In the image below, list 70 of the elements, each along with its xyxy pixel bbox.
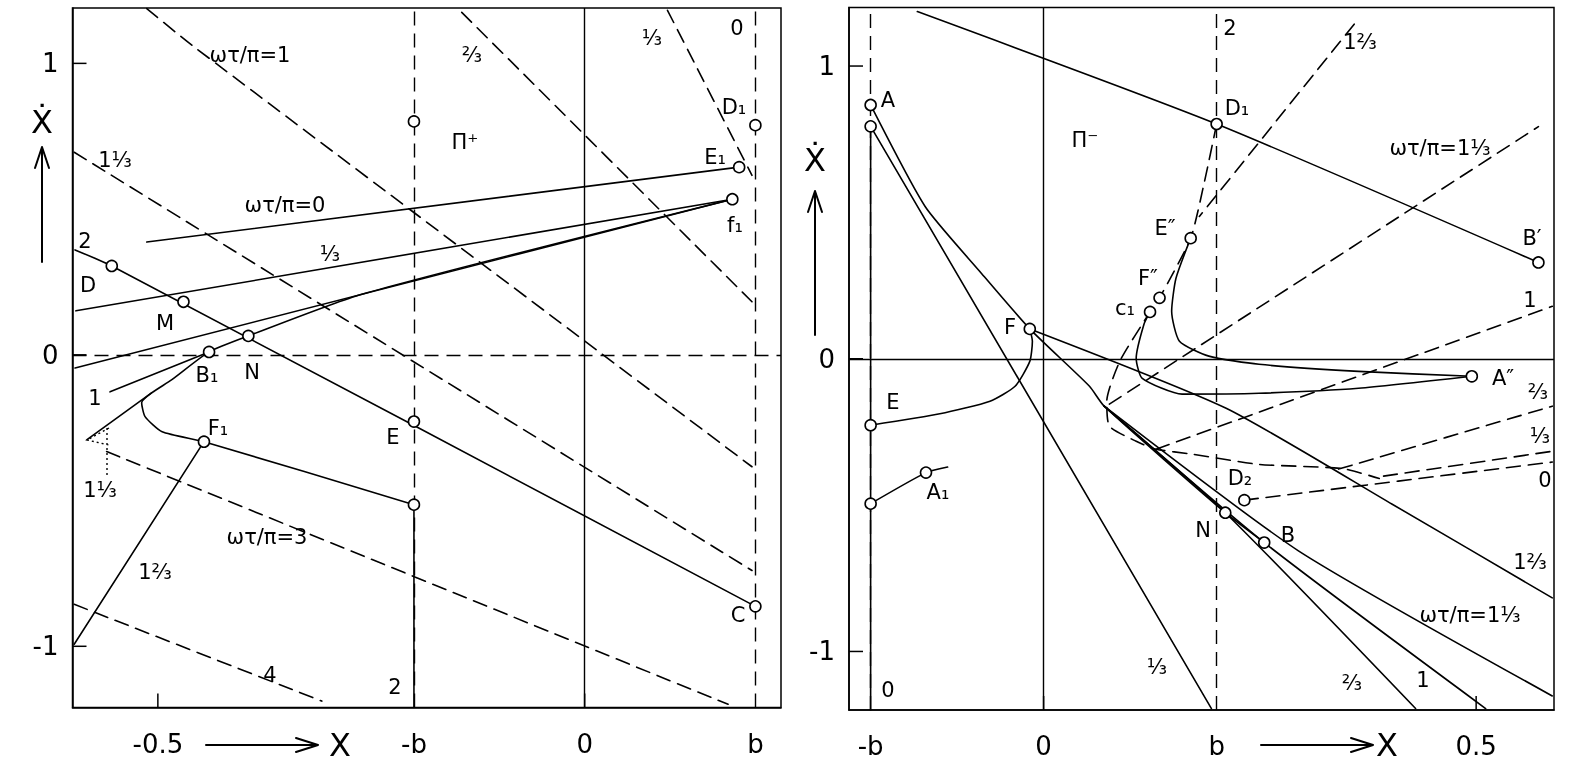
x-axis-title: X (1376, 726, 1398, 764)
y-axis-title: Ẋ (31, 103, 53, 141)
y-tick-label: -1 (32, 631, 59, 662)
annotation: D (79, 273, 97, 297)
annotation: ⅓ (641, 26, 663, 50)
annotation: 2 (1223, 16, 1237, 40)
annotation: ωτ/π=1⅓ (1419, 603, 1521, 627)
annotation: 1⅔ (1513, 550, 1547, 574)
annotation: Π⁺ (451, 130, 479, 154)
ref-line-label: b (1208, 731, 1225, 761)
annotation: ωτ/π=0 (244, 193, 326, 217)
annotation: E (386, 425, 400, 449)
annotation: 0 (1538, 468, 1552, 492)
annotation: ωτ/π=1⅓ (1389, 136, 1491, 160)
annotation: 2 (388, 675, 402, 699)
x-tick-label: 0 (576, 728, 593, 759)
annotation: ⅓ (319, 242, 341, 266)
annotation: ⅔ (461, 43, 483, 67)
annotation: 1 (88, 386, 102, 410)
x-axis-title: X (329, 726, 351, 764)
annotation: 0 (730, 16, 744, 40)
annotation: E″ (1154, 216, 1176, 240)
annotation: ωτ/π=1 (209, 43, 291, 67)
annotation: D₁ (1224, 96, 1250, 120)
annotation: 1⅓ (83, 478, 117, 502)
annotation: F₁ (207, 416, 229, 440)
annotation: 2 (78, 229, 92, 253)
annotation: B₁ (195, 363, 219, 387)
x-tick-label: -0.5 (132, 728, 184, 759)
annotation: 4 (263, 663, 277, 687)
annotation: 1⅔ (1343, 30, 1377, 54)
annotation: F (1003, 315, 1017, 339)
annotation: 1 (1416, 668, 1430, 692)
ref-line-label: b (747, 728, 764, 759)
annotation: ⅓ (1529, 424, 1551, 448)
x-tick-label: 0 (1035, 731, 1052, 761)
y-axis-title: Ẋ (804, 141, 826, 179)
y-tick-label: 1 (41, 48, 59, 79)
annotation: A (880, 88, 896, 112)
y-tick-label: 0 (818, 343, 835, 374)
annotation: N (1195, 518, 1211, 542)
annotation: ωτ/π=3 (226, 525, 308, 549)
y-tick-label: 1 (818, 51, 835, 82)
annotation: ⅔ (1527, 380, 1549, 404)
annotation: c₁ (1115, 296, 1135, 320)
annotation: f₁ (727, 213, 743, 237)
annotation: E (886, 390, 900, 414)
annotation: 1 (1523, 288, 1537, 312)
y-tick-label: -1 (809, 636, 835, 667)
annotation: Π⁻ (1071, 128, 1099, 152)
annotation: 1⅔ (138, 560, 172, 584)
x-tick-label: 0.5 (1455, 731, 1497, 761)
annotation: ⅔ (1341, 671, 1363, 695)
annotation: A₁ (926, 480, 950, 504)
ref-line-label: -b (857, 731, 884, 761)
annotation: ⅓ (1146, 655, 1168, 679)
annotation: M (155, 311, 175, 335)
annotation: N (244, 360, 260, 384)
annotation: 1⅓ (98, 148, 132, 172)
ref-line-label: -b (401, 728, 427, 759)
annotation: D₂ (1227, 466, 1253, 490)
annotation: D₁ (721, 95, 747, 119)
annotation: 0 (881, 678, 895, 702)
annotation: B (1280, 523, 1296, 547)
annotation: F″ (1138, 266, 1159, 290)
annotation: C (730, 603, 746, 627)
annotation: B′ (1522, 226, 1542, 250)
annotation: A″ (1491, 366, 1515, 390)
y-tick-label: 0 (41, 339, 59, 370)
annotation: E₁ (704, 145, 726, 169)
